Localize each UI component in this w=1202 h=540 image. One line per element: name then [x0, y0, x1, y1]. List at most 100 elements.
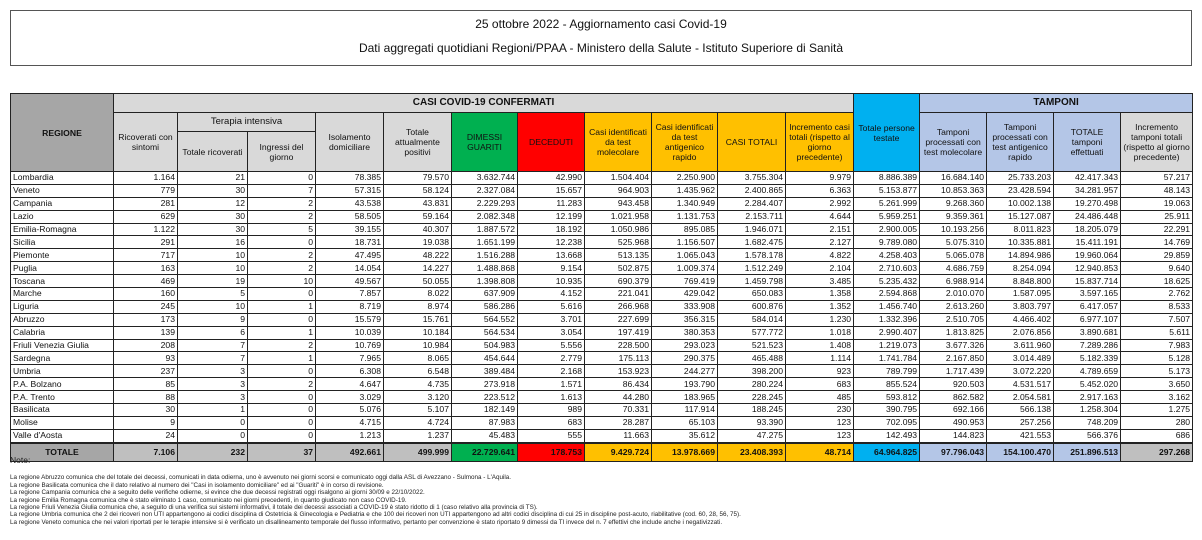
cell-value: 163	[113, 261, 178, 276]
cell-value: 9.359.361	[919, 209, 988, 224]
cell-value: 50.055	[383, 274, 452, 289]
cell-value: 2.762	[1120, 287, 1194, 301]
cell-value: 273.918	[451, 377, 518, 392]
cell-value: 1.021.958	[584, 209, 652, 224]
cell-value: 22.291	[1120, 222, 1194, 237]
cell-value: 0	[247, 403, 316, 417]
cell-value: 380.353	[651, 325, 718, 340]
cell-value: 280.224	[717, 377, 786, 392]
region-name: Sicilia	[10, 235, 114, 250]
region-name: Calabria	[10, 325, 114, 340]
cell-value: 2.992	[784, 196, 855, 211]
region-name: Lombardia	[10, 171, 114, 185]
cell-value: 2	[247, 209, 316, 224]
cell-value: 7.507	[1120, 312, 1194, 327]
cell-value: 291	[113, 235, 178, 250]
cell-value: 244.277	[651, 364, 718, 379]
cell-value: 15.127.087	[986, 209, 1055, 224]
cell-value: 188.245	[717, 403, 786, 417]
cell-value: 2.917.163	[1053, 390, 1122, 405]
cell-value: 1.065.043	[651, 248, 718, 263]
cell-value: 943.458	[584, 196, 652, 211]
cell-value: 5.616	[517, 299, 585, 314]
cell-value: 10	[247, 274, 316, 289]
cell-value: 1.122	[113, 222, 178, 237]
cell-value: 2.400.865	[717, 183, 786, 198]
cell-value: 24	[113, 428, 178, 444]
region-name: Friuli Venezia Giulia	[10, 338, 114, 353]
cell-value: 3.611.960	[986, 338, 1055, 353]
table-row: Puglia 163 10 2 14.054 14.227 1.488.868 9.154 50…	[10, 261, 1194, 276]
cell-value: 5	[177, 287, 248, 301]
cell-value: 5.235.432	[853, 274, 921, 289]
cell-value: 1.459.798	[717, 274, 786, 289]
cell-value: 88	[113, 390, 178, 405]
cell-value: 3.701	[517, 312, 585, 327]
cell-value: 1.571	[517, 377, 585, 392]
region-name: Lazio	[10, 209, 114, 224]
region-name: Molise	[10, 415, 114, 430]
covid-data-table: REGIONE CASI COVID-19 CONFERMATI Totale …	[10, 93, 1194, 462]
cell-value: 144.823	[919, 428, 988, 444]
cell-value: 6	[177, 325, 248, 340]
total-value: 251.896.513	[1053, 441, 1122, 462]
cell-value: 692.166	[919, 403, 988, 417]
cell-value: 9	[177, 312, 248, 327]
header-tamponi-molecolare: Tamponi processati con test molecolare	[919, 112, 988, 172]
cell-value: 525.968	[584, 235, 652, 250]
cell-value: 2.076.856	[986, 325, 1055, 340]
cell-value: 48.143	[1120, 183, 1194, 198]
cell-value: 555	[517, 428, 585, 444]
cell-value: 5.959.251	[853, 209, 921, 224]
table-row: Calabria 139 6 1 10.039 10.184 564.534 3.054 197…	[10, 325, 1194, 340]
cell-value: 1.114	[784, 351, 855, 366]
cell-value: 3	[177, 377, 248, 392]
note-line: La regione Friuli Venezia Giulia comunic…	[10, 504, 538, 512]
page-title: 25 ottobre 2022 - Aggiornamento casi Cov…	[475, 17, 727, 31]
cell-value: 421.553	[986, 428, 1055, 444]
cell-value: 513.135	[584, 248, 652, 263]
cell-value: 2.900.005	[853, 222, 921, 237]
cell-value: 1.613	[517, 390, 585, 405]
cell-value: 16	[177, 235, 248, 250]
cell-value: 10.335.881	[986, 235, 1055, 250]
header-totale-tamponi: TOTALE tamponi effettuati	[1053, 112, 1122, 172]
cell-value: 42.417.343	[1053, 171, 1122, 185]
header-ti-ingressi: Ingressi del giorno	[247, 131, 316, 172]
cell-value: 12	[177, 196, 248, 211]
cell-value: 1.682.475	[717, 235, 786, 250]
cell-value: 5.261.999	[853, 196, 921, 211]
cell-value: 5.075.310	[919, 235, 988, 250]
cell-value: 49.567	[315, 274, 384, 289]
cell-value: 183.965	[651, 390, 718, 405]
totals-label: TOTALE	[10, 441, 114, 462]
total-value: 297.268	[1120, 441, 1194, 462]
cell-value: 5.452.020	[1053, 377, 1122, 392]
cell-value: 3	[177, 390, 248, 405]
cell-value: 4.724	[383, 415, 452, 430]
table-row: P.A. Trento 88 3 0 3.029 3.120 223.512 1.613 44.…	[10, 390, 1194, 405]
cell-value: 12.199	[517, 209, 585, 224]
cell-value: 87.983	[451, 415, 518, 430]
cell-value: 8.533	[1120, 299, 1194, 314]
cell-value: 465.488	[717, 351, 786, 366]
cell-value: 920.503	[919, 377, 988, 392]
table-row: P.A. Bolzano 85 3 2 4.647 4.735 273.918 1.571 86…	[10, 377, 1194, 392]
cell-value: 1.398.808	[451, 274, 518, 289]
cell-value: 10.984	[383, 338, 452, 353]
cell-value: 1.717.439	[919, 364, 988, 379]
cell-value: 230	[784, 403, 855, 417]
page-subtitle: Dati aggregati quotidiani Regioni/PPAA -…	[358, 41, 844, 55]
cell-value: 59.164	[383, 209, 452, 224]
cell-value: 1.578.178	[717, 248, 786, 263]
table-row: Liguria 245 10 1 8.719 8.974 586.286 5.616 266.9…	[10, 299, 1194, 314]
cell-value: 123	[784, 415, 855, 430]
cell-value: 1.018	[784, 325, 855, 340]
cell-value: 5.107	[383, 403, 452, 417]
table-row: Campania 281 12 2 43.538 43.831 2.229.293 11.28…	[10, 196, 1194, 211]
cell-value: 2.779	[517, 351, 585, 366]
total-value: 499.999	[383, 441, 452, 462]
cell-value: 0	[247, 171, 316, 185]
cell-value: 2.153.711	[717, 209, 786, 224]
cell-value: 1.887.572	[451, 222, 518, 237]
